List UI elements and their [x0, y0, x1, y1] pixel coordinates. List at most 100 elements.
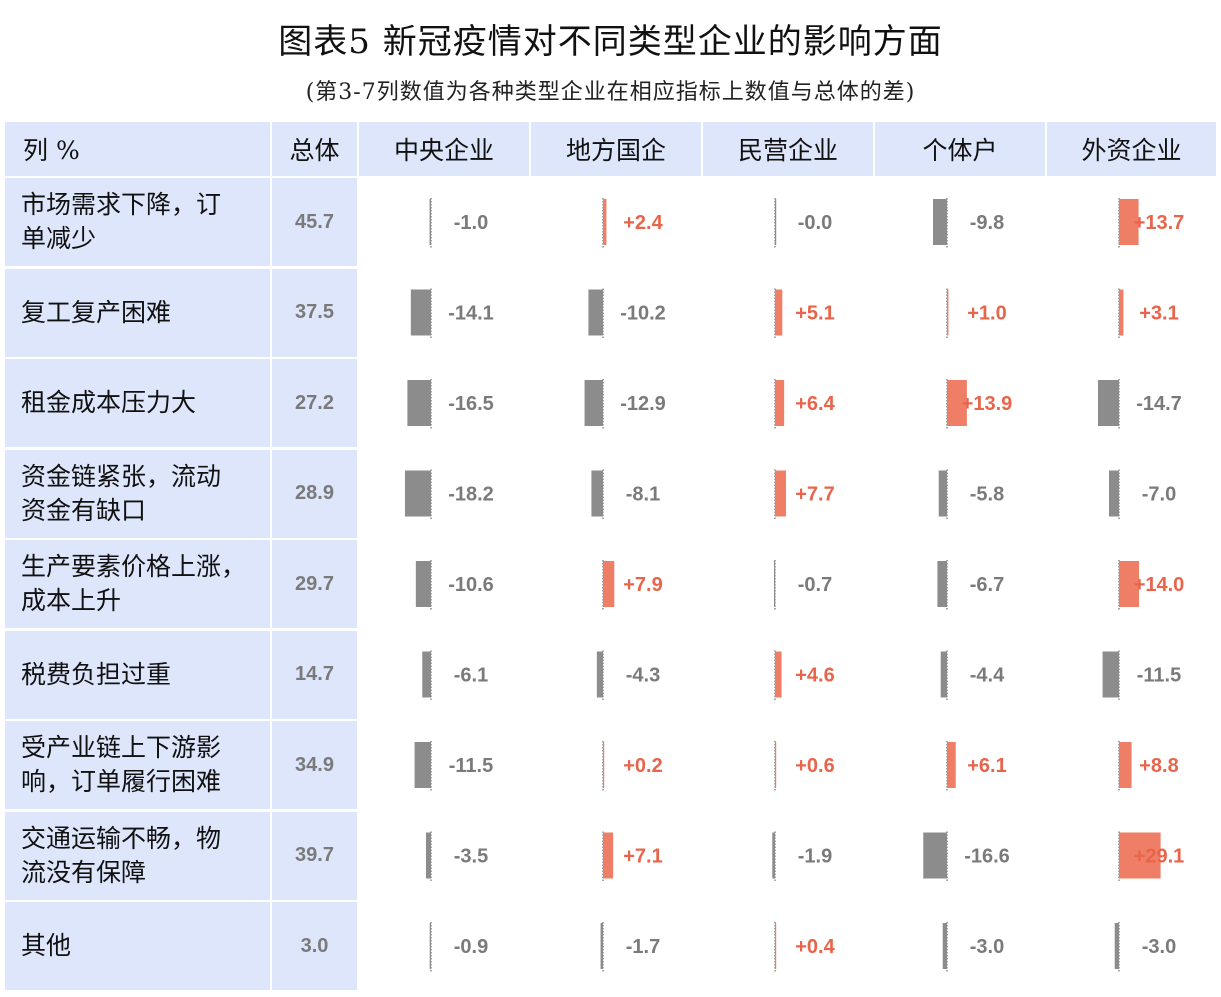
- diff-value-label: -12.9: [620, 393, 666, 415]
- diff-bar: [1097, 380, 1119, 426]
- diff-value-label: -6.1: [454, 665, 488, 687]
- diff-value-label: -3.0: [970, 936, 1004, 958]
- diff-bar: [603, 742, 605, 788]
- row-label: 资金链紧张，流动 资金有缺口: [5, 449, 270, 538]
- diff-value-label: +0.2: [623, 755, 662, 777]
- diff-value-label: -11.5: [449, 755, 493, 777]
- diff-bar: [1119, 742, 1132, 788]
- diff-bar: [584, 380, 603, 426]
- row-label: 受产业链上下游影 响，订单履行困难: [5, 721, 270, 809]
- header-col-individual: 个体户: [875, 122, 1045, 176]
- diff-value-label: -14.1: [448, 303, 494, 325]
- diff-bar: [775, 651, 782, 698]
- diff-value-label: +7.7: [795, 484, 834, 506]
- diff-value-label: -16.6: [964, 846, 1010, 868]
- diff-bar: [410, 289, 431, 336]
- diff-bar: [923, 832, 947, 879]
- diff-bar: [938, 470, 947, 517]
- diff-bar: [1114, 923, 1119, 969]
- diff-bar: [404, 470, 431, 517]
- total-value: 45.7: [272, 178, 357, 266]
- diff-bar: [591, 470, 603, 517]
- total-value: 27.2: [272, 359, 357, 447]
- diff-bar: [603, 561, 615, 607]
- diff-value-label: -6.7: [970, 574, 1004, 596]
- diff-bar: [422, 651, 431, 698]
- header-col-label: 列 %: [5, 122, 270, 176]
- header-col-foreign: 外资企业: [1047, 122, 1216, 176]
- diff-bar: [603, 199, 607, 245]
- total-value: 28.9: [272, 449, 357, 538]
- diff-value-label: +29.1: [1134, 846, 1185, 868]
- diff-bar: [775, 923, 777, 969]
- header-col-central-soe: 中央企业: [359, 122, 529, 176]
- diff-bar: [1119, 561, 1140, 607]
- diff-value-label: +2.4: [623, 212, 663, 234]
- diff-bar: [947, 289, 949, 336]
- diff-value-label: +1.0: [967, 303, 1006, 325]
- diff-value-label: +0.4: [795, 936, 835, 958]
- diff-value-label: -4.4: [970, 665, 1005, 687]
- diff-bar: [932, 199, 947, 245]
- total-value: 37.5: [272, 268, 357, 357]
- diff-value-label: -1.9: [798, 846, 832, 868]
- diff-value-label: -8.1: [626, 484, 660, 506]
- diff-value-label: +7.1: [623, 846, 662, 868]
- diff-bar: [429, 923, 431, 969]
- diff-value-label: -7.0: [1142, 484, 1176, 506]
- diff-bar: [773, 561, 776, 607]
- diff-bar: [947, 742, 956, 788]
- diff-value-label: +4.6: [795, 665, 834, 687]
- diff-value-label: -16.5: [448, 393, 494, 415]
- diff-value-label: +7.9: [623, 574, 662, 596]
- diff-bar: [429, 199, 431, 245]
- row-label: 其他: [5, 902, 270, 990]
- diff-bar: [1119, 199, 1139, 245]
- diff-bar: [415, 561, 431, 607]
- diff-bar: [775, 380, 785, 426]
- total-value: 14.7: [272, 630, 357, 719]
- diff-bar: [942, 923, 947, 969]
- total-value: 29.7: [272, 540, 357, 628]
- total-value: 3.0: [272, 902, 357, 990]
- diff-bar: [1102, 651, 1119, 698]
- diff-bar: [1119, 832, 1161, 879]
- diff-bar: [940, 651, 947, 698]
- header-col-private: 民营企业: [703, 122, 873, 176]
- total-value: 34.9: [272, 721, 357, 809]
- row-label: 复工复产困难: [5, 268, 270, 357]
- diff-bar: [1119, 289, 1124, 336]
- diff-value-label: -3.5: [454, 846, 488, 868]
- diff-bar: [772, 832, 775, 879]
- diff-value-label: -10.6: [448, 574, 494, 596]
- header-col-total: 总体: [272, 122, 357, 176]
- diff-value-label: -9.8: [970, 212, 1004, 234]
- diff-value-label: +5.1: [795, 303, 834, 325]
- diff-value-label: +6.4: [795, 393, 835, 415]
- diff-bar: [603, 832, 614, 879]
- diff-value-label: -1.0: [454, 212, 488, 234]
- row-label: 交通运输不畅，物 流没有保障: [5, 811, 270, 900]
- diff-value-label: -3.0: [1142, 936, 1176, 958]
- diff-bar: [775, 199, 777, 245]
- row-label: 租金成本压力大: [5, 359, 270, 447]
- diff-bar: [407, 380, 431, 426]
- diff-bar: [588, 289, 603, 336]
- row-label: 税费负担过重: [5, 630, 270, 719]
- diff-value-label: -14.7: [1136, 393, 1182, 415]
- diff-value-label: -1.7: [626, 936, 660, 958]
- chart-subtitle: (第3-7列数值为各种类型企业在相应指标上数值与总体的差): [305, 80, 916, 105]
- diff-value-label: +13.9: [962, 393, 1013, 415]
- diff-value-label: -5.8: [970, 484, 1004, 506]
- diff-bar: [775, 470, 787, 517]
- diff-value-label: +8.8: [1139, 755, 1178, 777]
- diff-bar: [937, 561, 947, 607]
- total-value: 39.7: [272, 811, 357, 900]
- row-label: 市场需求下降，订 单减少: [5, 178, 270, 266]
- diff-value-label: -0.0: [798, 212, 832, 234]
- diff-value-label: +13.7: [1134, 212, 1185, 234]
- diff-value-label: -0.9: [454, 936, 488, 958]
- diff-bar: [947, 380, 967, 426]
- diff-value-label: +0.6: [795, 755, 834, 777]
